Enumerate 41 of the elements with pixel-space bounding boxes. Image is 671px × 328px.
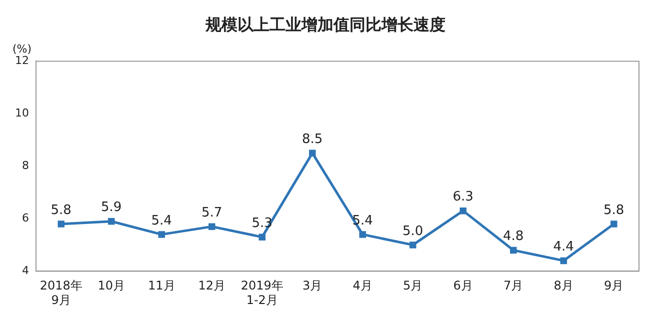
text: 5.4 xyxy=(151,213,172,228)
point xyxy=(208,223,216,230)
x-tick-label: 2019年 1-2月 xyxy=(240,278,284,307)
text: 5.0 xyxy=(402,224,424,239)
text: 5.8 xyxy=(50,202,72,218)
text: 5.9 xyxy=(101,200,122,216)
text: 5.7 xyxy=(202,205,222,220)
text: 8.5 xyxy=(302,132,323,147)
text: 4.8 xyxy=(503,229,524,244)
point xyxy=(510,246,517,254)
point xyxy=(58,220,64,228)
x-tick-label: 11月 xyxy=(148,278,176,293)
x-tick-label: 2018年 9月 xyxy=(40,278,82,307)
point xyxy=(258,234,266,240)
x-tick-label: 10月 xyxy=(98,278,126,293)
point xyxy=(359,231,366,238)
point xyxy=(560,257,567,264)
point xyxy=(460,207,466,214)
text: 6.3 xyxy=(452,190,474,205)
point xyxy=(108,218,115,225)
y-tick-label: 4 xyxy=(22,264,29,278)
point xyxy=(410,242,416,248)
x-tick-label: 7月 xyxy=(504,278,524,293)
x-tick-label: 5月 xyxy=(403,278,423,293)
point xyxy=(610,220,618,228)
text: 5.8 xyxy=(604,202,624,218)
x-tick-label: 12月 xyxy=(198,278,226,293)
y-tick-label: 10 xyxy=(14,106,29,120)
y-tick-label: 12 xyxy=(14,54,29,68)
x-tick-label: 9月 xyxy=(604,278,624,293)
x-tick-label: 4月 xyxy=(352,278,372,293)
x-tick-label: 6月 xyxy=(453,278,473,293)
x-tick-label: 8月 xyxy=(554,278,574,293)
chart-title: 规模以上工业增加值同比增长速度 xyxy=(204,14,446,34)
y-tick-label: 8 xyxy=(22,159,29,172)
x-tick-label: 3月 xyxy=(302,278,322,293)
text: 4.4 xyxy=(553,240,574,255)
point xyxy=(158,231,165,238)
y-tick-label: 6 xyxy=(22,212,29,225)
y-axis-title: (%) xyxy=(12,42,32,56)
point xyxy=(309,150,316,156)
